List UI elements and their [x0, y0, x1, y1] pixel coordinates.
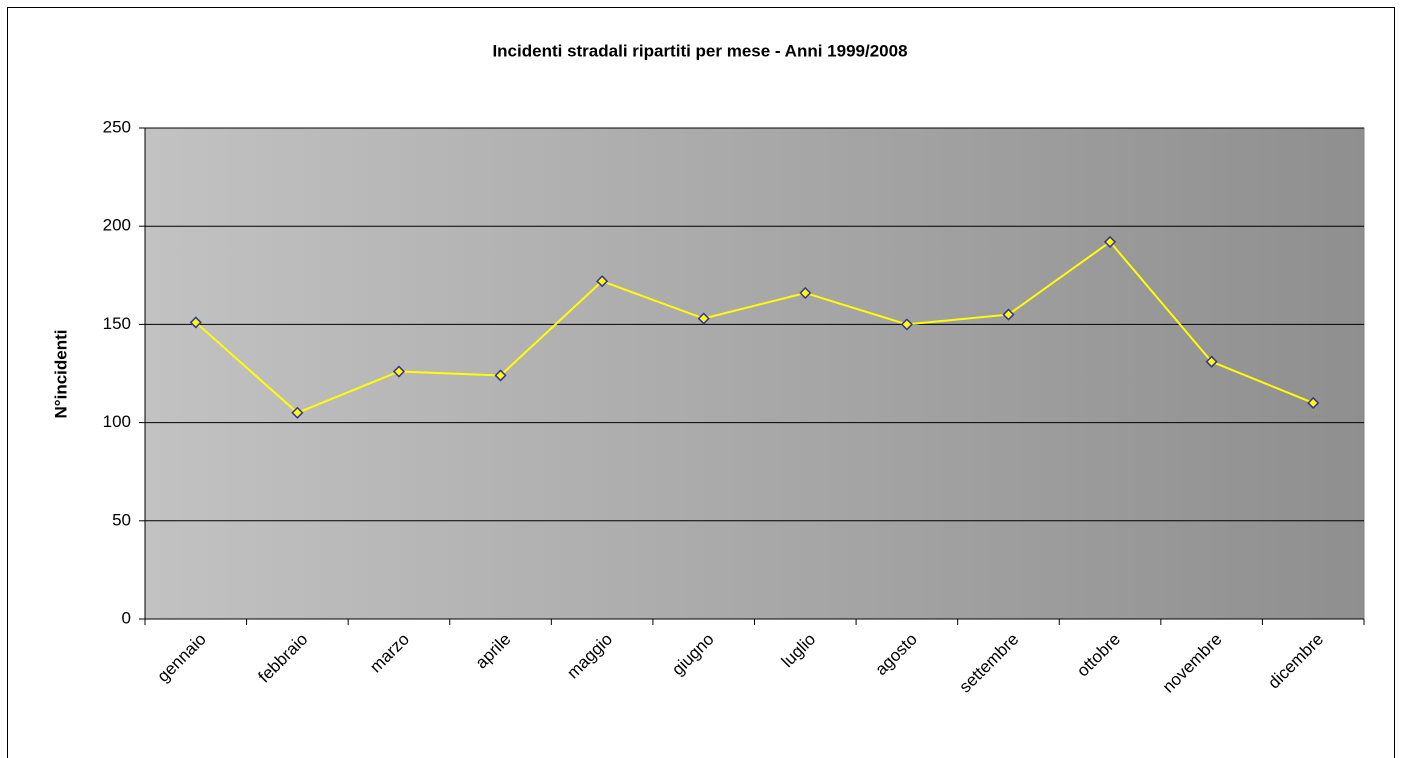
data-point: [596, 275, 609, 288]
plot-area: [144, 127, 1365, 620]
data-point: [392, 365, 406, 378]
data-point: [189, 316, 202, 329]
data-point: [697, 312, 710, 325]
y-tick-label: 200: [103, 216, 131, 235]
y-tick-label: 0: [122, 608, 131, 627]
data-point: [1307, 396, 1320, 410]
y-tick-label: 100: [103, 412, 131, 431]
data-point: [799, 286, 812, 300]
data-line: [195, 240, 1314, 414]
chart-title: Incidenti stradali ripartiti per mese - …: [492, 41, 907, 60]
data-point: [494, 369, 507, 382]
y-tick-label: 50: [112, 510, 131, 529]
data-point: [1103, 235, 1117, 248]
data-point: [1002, 308, 1015, 321]
y-tick-label: 150: [103, 314, 131, 333]
data-point: [291, 406, 304, 419]
data-point: [900, 318, 913, 331]
y-axis-label: N°incidenti: [51, 330, 70, 419]
y-tick-label: 250: [103, 117, 131, 136]
data-point: [1205, 355, 1218, 368]
